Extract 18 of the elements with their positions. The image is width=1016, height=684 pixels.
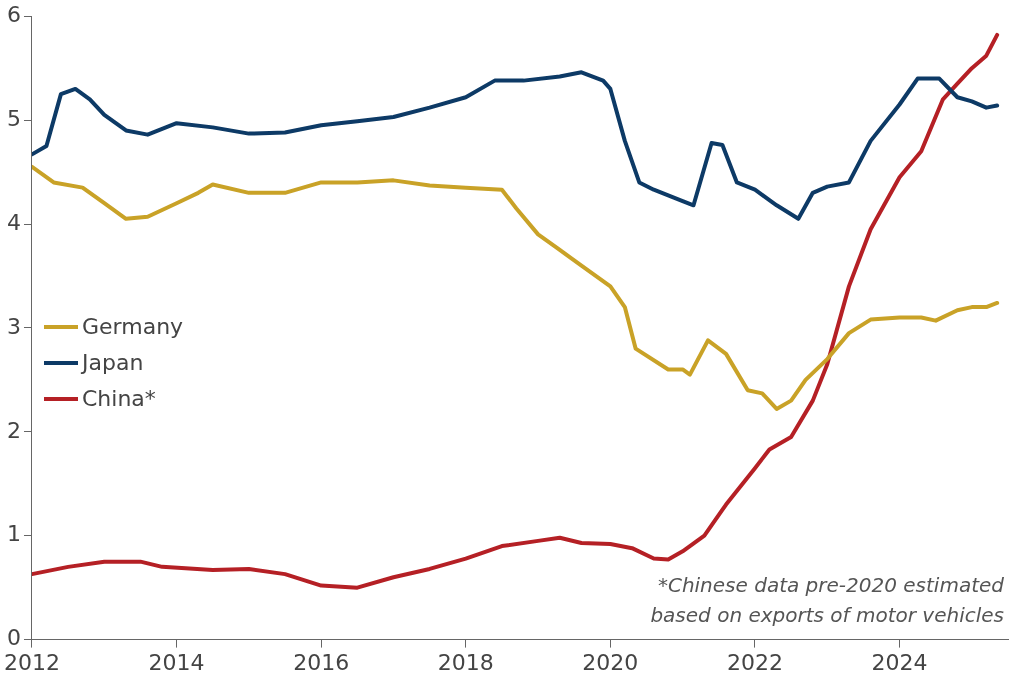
legend-label: Japan [81, 349, 144, 378]
x-tick-label: 2020 [582, 649, 639, 675]
legend-label: China* [81, 385, 156, 414]
y-tick-label: 5 [7, 105, 21, 131]
x-tick-label: 2024 [871, 649, 928, 675]
x-tick-label: 2012 [4, 649, 60, 675]
y-tick-label: 4 [7, 209, 21, 235]
y-tick-label: 6 [7, 1, 21, 27]
x-tick-label: 2018 [437, 649, 494, 675]
x-tick-label: 2022 [726, 649, 783, 675]
y-tick-label: 2 [7, 417, 21, 443]
y-tick-label: 0 [7, 625, 21, 651]
y-tick-label: 3 [7, 313, 21, 339]
x-tick-label: 2014 [148, 649, 205, 675]
x-tick-label: 2016 [293, 649, 350, 675]
legend-label: Germany [81, 313, 184, 342]
annotation: *Chinese data pre-2020 estimated based on exports of motor vehicles [650, 572, 1005, 627]
y-tick-label: 1 [7, 521, 21, 547]
